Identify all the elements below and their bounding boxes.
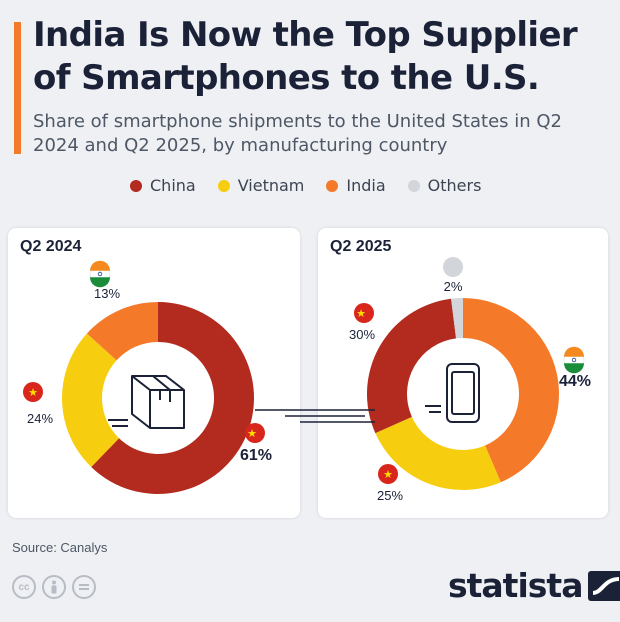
flag-india-icon (89, 260, 111, 288)
value-label-india: 13% (94, 286, 120, 301)
attribution-icon[interactable] (42, 575, 66, 599)
donut-chart-q2-2024: ★ 61% ★ 24% 13% (23, 260, 272, 494)
flag-china-icon: ★ (354, 303, 374, 323)
svg-text:★: ★ (28, 386, 38, 399)
panel-q2-2024: Q2 2024 ★ 61% ★ 24% 13% (8, 228, 300, 518)
slice-india (463, 298, 559, 483)
brand-logo[interactable]: statista (448, 566, 620, 605)
value-label-others: 2% (444, 279, 463, 294)
value-label-india: 44% (559, 373, 591, 390)
legend-item-vietnam: Vietnam (217, 176, 305, 195)
legend: China Vietnam India Others (130, 176, 481, 195)
flag-india-icon (563, 346, 585, 374)
svg-text:★: ★ (247, 427, 257, 440)
svg-text:★: ★ (383, 468, 393, 481)
value-label-vietnam: 25% (377, 488, 403, 503)
panel-q2-2025: Q2 2025 44% ★ 25% ★ 30% 2% (318, 228, 608, 518)
value-label-china: 61% (240, 447, 272, 464)
smartphone-icon (425, 363, 480, 423)
chart-title: India Is Now the Top Supplier of Smartph… (33, 15, 578, 98)
slice-vietnam (61, 333, 120, 467)
legend-item-china: China (130, 176, 196, 195)
source-note: Source: Canalys (12, 540, 108, 555)
donut-chart-q2-2025: 44% ★ 25% ★ 30% 2% (349, 257, 591, 503)
connector-lines (255, 409, 375, 423)
legend-item-others: Others (407, 176, 482, 195)
flag-vietnam-icon: ★ (378, 464, 398, 484)
slice-others (451, 298, 463, 339)
svg-text:★: ★ (356, 307, 366, 320)
slice-vietnam (375, 416, 501, 490)
brand-wordmark: statista (448, 566, 583, 605)
legend-swatch-vietnam (217, 179, 230, 192)
value-label-china: 30% (349, 327, 375, 342)
legend-swatch-others (407, 179, 420, 192)
legend-swatch-china (130, 179, 142, 192)
slice-india (86, 302, 158, 361)
legend-swatch-india (326, 179, 339, 192)
statista-logo-icon (588, 570, 620, 601)
chart-subtitle: Share of smartphone shipments to the Uni… (33, 111, 562, 156)
value-label-vietnam: 24% (27, 411, 53, 426)
panel-title-q2-2025: Q2 2025 (330, 238, 392, 255)
slice-china (91, 302, 254, 494)
no-derivatives-icon[interactable] (72, 575, 96, 599)
legend-label-india: India (346, 176, 386, 195)
license-icons: cc (12, 575, 96, 599)
panel-title-q2-2024: Q2 2024 (20, 238, 82, 255)
cc-icon[interactable]: cc (12, 575, 36, 599)
legend-label-vietnam: Vietnam (237, 176, 305, 195)
legend-label-china: China (150, 176, 196, 195)
legend-item-india: India (326, 176, 386, 195)
box-icon (108, 375, 185, 429)
flag-china-icon: ★ (245, 423, 265, 443)
flag-others-icon (443, 257, 463, 277)
accent-bar (14, 22, 21, 154)
legend-label-others: Others (427, 176, 482, 195)
slice-china (367, 298, 457, 434)
flag-vietnam-icon: ★ (23, 382, 43, 402)
